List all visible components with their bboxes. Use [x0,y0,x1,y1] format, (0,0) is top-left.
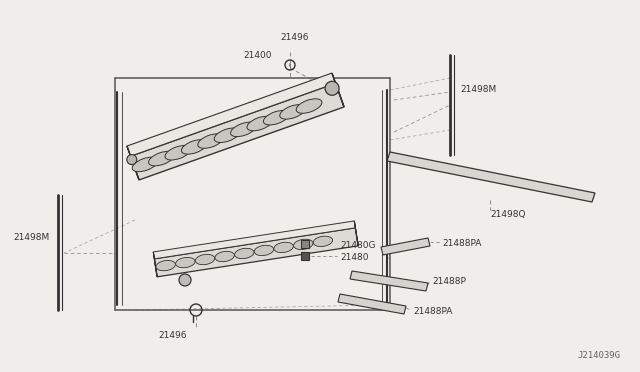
Text: 21498M: 21498M [13,232,50,241]
Bar [301,240,309,248]
Ellipse shape [313,236,333,247]
Ellipse shape [235,248,254,259]
Text: 21496: 21496 [159,330,187,340]
Polygon shape [127,73,335,156]
Ellipse shape [280,105,305,119]
Polygon shape [131,83,344,180]
Polygon shape [154,221,355,259]
Ellipse shape [247,116,273,131]
Circle shape [127,155,137,164]
Polygon shape [381,238,430,255]
Text: 21496: 21496 [281,33,309,42]
Ellipse shape [296,99,322,113]
Ellipse shape [132,157,158,172]
Circle shape [325,81,339,95]
Text: J214039G: J214039G [577,351,620,360]
Ellipse shape [274,242,293,253]
Bar [301,252,309,260]
Text: 21480: 21480 [340,253,369,262]
Polygon shape [154,252,157,277]
Polygon shape [355,221,358,246]
Ellipse shape [215,251,234,262]
Ellipse shape [230,122,257,137]
Ellipse shape [148,151,174,166]
Polygon shape [338,294,406,314]
Ellipse shape [165,145,191,160]
Text: 21400: 21400 [244,51,272,60]
Polygon shape [332,73,344,107]
Ellipse shape [181,140,207,154]
Text: 21498Q: 21498Q [490,211,525,219]
Polygon shape [154,228,358,277]
Ellipse shape [264,110,289,125]
Ellipse shape [175,257,195,268]
Ellipse shape [294,239,313,250]
Text: 21488P: 21488P [432,278,466,286]
Ellipse shape [198,134,223,148]
Ellipse shape [195,254,214,265]
Circle shape [179,274,191,286]
Text: 21480G: 21480G [340,241,376,250]
Text: 21488PA: 21488PA [413,308,452,317]
Polygon shape [127,146,139,180]
Ellipse shape [254,245,274,256]
Ellipse shape [214,128,240,142]
Polygon shape [350,271,428,291]
Polygon shape [387,152,595,202]
Text: 21498M: 21498M [460,86,496,94]
Text: 21488PA: 21488PA [442,240,481,248]
Ellipse shape [156,260,175,271]
